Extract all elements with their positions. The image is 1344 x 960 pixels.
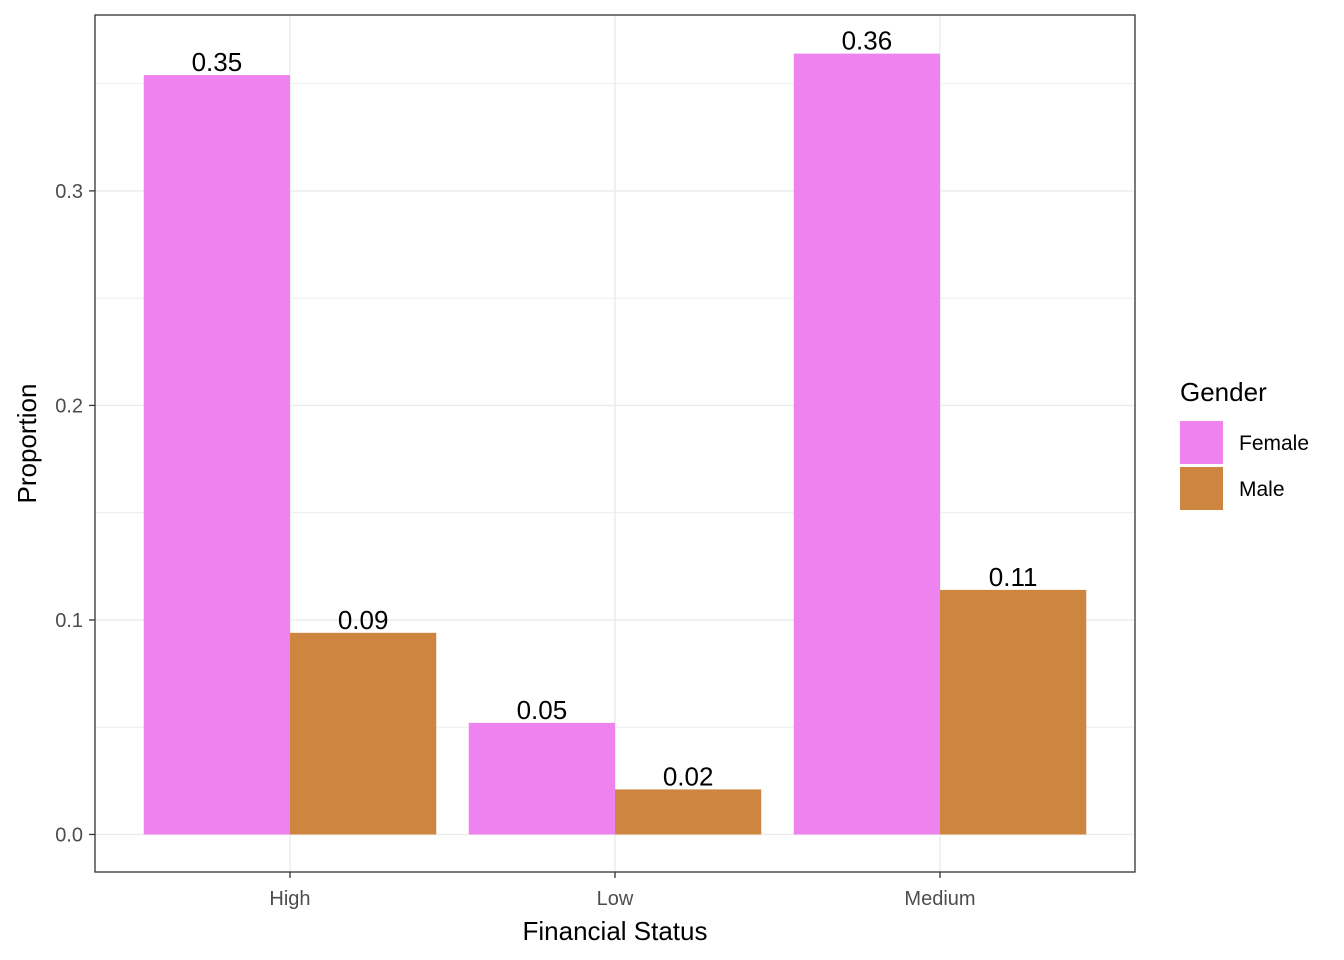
bar-female-medium	[793, 53, 940, 835]
data-label-female-medium: 0.36	[842, 26, 893, 56]
legend-label-female: Female	[1239, 432, 1309, 455]
x-tick-label: Low	[597, 888, 634, 910]
x-tick-label: Medium	[904, 888, 975, 910]
x-axis: High Low Medium	[269, 872, 976, 910]
x-tick-label: High	[269, 888, 310, 910]
bar-male-high	[290, 632, 437, 835]
data-label-male-high: 0.09	[338, 605, 389, 635]
legend-label-male: Male	[1239, 478, 1285, 501]
bars	[143, 53, 1087, 835]
y-tick-label: 0.1	[55, 610, 83, 632]
legend-key-male	[1180, 467, 1223, 510]
y-axis-title: Proportion	[12, 384, 42, 504]
y-tick-label: 0.0	[55, 824, 83, 846]
y-tick-label: 0.3	[55, 181, 83, 203]
legend-key-female	[1180, 421, 1223, 464]
data-label-male-low: 0.02	[663, 761, 714, 791]
legend-title: Gender	[1180, 377, 1267, 407]
bar-male-medium	[940, 589, 1087, 835]
y-tick-label: 0.2	[55, 395, 83, 417]
bar-female-low	[468, 722, 615, 835]
data-label-female-high: 0.35	[192, 47, 243, 77]
data-label-male-medium: 0.11	[989, 562, 1038, 592]
bar-male-low	[615, 789, 762, 835]
x-axis-title: Financial Status	[523, 916, 708, 946]
bar-female-high	[143, 75, 290, 835]
data-label-female-low: 0.05	[517, 695, 568, 725]
data-labels: 0.35 0.05 0.36 0.09 0.02 0.11	[192, 26, 1038, 792]
legend: Gender Female Male	[1180, 377, 1309, 510]
y-axis: 0.0 0.1 0.2 0.3	[55, 181, 95, 846]
